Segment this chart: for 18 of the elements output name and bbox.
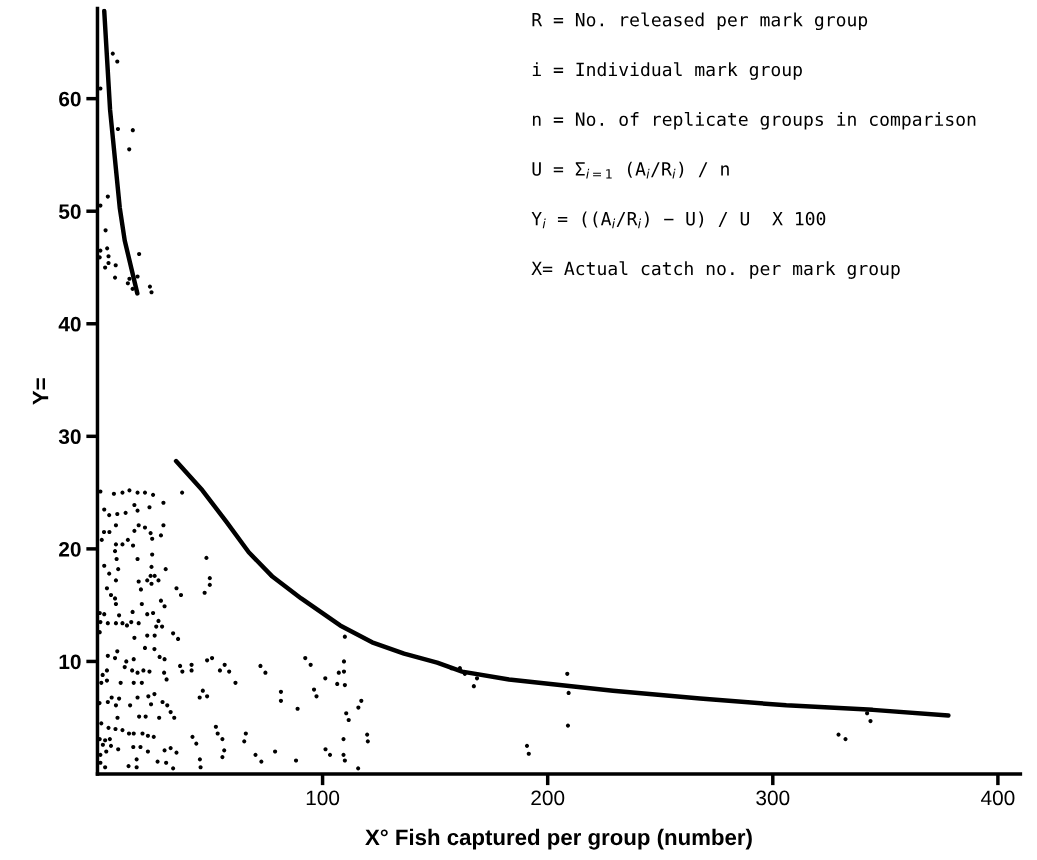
y-tick-label: 30	[58, 429, 81, 445]
x-tick-label: 100	[306, 790, 340, 806]
annotation: X= Actual catch no. per mark group	[531, 261, 900, 279]
y-axis-title: Y=	[32, 378, 49, 405]
annotation: i = Individual mark group	[532, 62, 802, 80]
y-tick-label: 20	[59, 541, 81, 557]
x-tick-label: 200	[531, 790, 565, 806]
annotation: Y$_{i}$ = ((A$_{i}$/R$_{i}$) − U) / U X 100	[531, 211, 826, 229]
y-tick-label: 40	[58, 316, 81, 332]
text: U = Σ$_{i=1}$ (A$_{i}$/R$_{i}$) / n	[532, 161, 729, 179]
y-tick-label: 10	[59, 654, 81, 670]
x-tick-label: 300	[756, 790, 790, 806]
annotation: n = No. of replicate groups in comparison	[532, 111, 976, 130]
annotation: R = No. released per mark group	[532, 12, 868, 31]
x-tick-label: 400	[981, 790, 1015, 806]
y-tick-label: 60	[59, 91, 81, 107]
y-tick-label: 50	[58, 204, 81, 219]
x-axis-title: X° Fish captured per group (number)	[365, 828, 752, 850]
